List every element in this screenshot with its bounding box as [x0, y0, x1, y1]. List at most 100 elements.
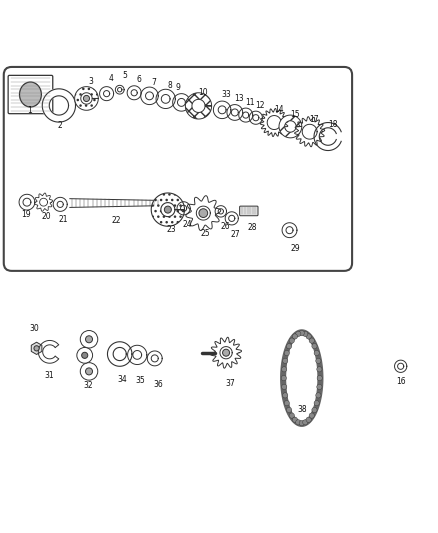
Text: 29: 29: [290, 244, 299, 253]
Circle shape: [298, 330, 304, 336]
Polygon shape: [147, 351, 162, 366]
Text: 34: 34: [117, 375, 127, 384]
Polygon shape: [141, 87, 158, 104]
Text: 15: 15: [290, 110, 299, 119]
FancyBboxPatch shape: [239, 206, 258, 216]
Polygon shape: [213, 101, 230, 118]
Circle shape: [292, 417, 297, 422]
Text: 27: 27: [230, 230, 240, 239]
Circle shape: [305, 417, 311, 422]
Text: 28: 28: [247, 223, 257, 232]
Circle shape: [83, 95, 89, 101]
Text: 30: 30: [29, 324, 39, 333]
Circle shape: [281, 375, 286, 381]
Polygon shape: [172, 94, 190, 111]
Polygon shape: [39, 198, 47, 206]
Polygon shape: [238, 108, 252, 122]
Circle shape: [81, 352, 88, 358]
FancyBboxPatch shape: [8, 75, 53, 114]
Circle shape: [298, 421, 304, 426]
Circle shape: [34, 346, 39, 351]
Circle shape: [286, 407, 291, 413]
Text: 11: 11: [245, 98, 254, 107]
Text: 9: 9: [175, 84, 180, 92]
Polygon shape: [215, 206, 226, 217]
Text: 7: 7: [151, 78, 156, 87]
Text: 33: 33: [221, 91, 230, 100]
Polygon shape: [107, 342, 132, 366]
Circle shape: [295, 419, 300, 425]
Polygon shape: [127, 345, 147, 365]
Circle shape: [164, 206, 171, 213]
Circle shape: [315, 393, 320, 398]
Circle shape: [316, 375, 321, 381]
Circle shape: [313, 350, 318, 356]
Text: 31: 31: [44, 372, 53, 381]
Text: 12: 12: [255, 101, 265, 109]
Polygon shape: [177, 201, 190, 215]
Polygon shape: [225, 212, 238, 225]
Polygon shape: [53, 197, 67, 212]
Circle shape: [282, 358, 287, 364]
Text: 18: 18: [328, 120, 337, 129]
Circle shape: [316, 367, 321, 372]
Circle shape: [308, 413, 314, 418]
Polygon shape: [249, 111, 262, 124]
Text: 4: 4: [109, 74, 113, 83]
Polygon shape: [313, 123, 340, 150]
Text: 21: 21: [58, 215, 68, 224]
Polygon shape: [226, 104, 242, 120]
Text: 1: 1: [27, 106, 32, 115]
Text: 25: 25: [200, 229, 210, 238]
Circle shape: [80, 330, 98, 348]
Polygon shape: [282, 223, 296, 238]
Text: 8: 8: [167, 81, 172, 90]
Circle shape: [77, 348, 92, 363]
Text: 32: 32: [83, 382, 93, 391]
Polygon shape: [286, 336, 316, 420]
Text: 6: 6: [136, 75, 141, 84]
Circle shape: [302, 419, 307, 425]
Circle shape: [281, 384, 286, 390]
Polygon shape: [19, 195, 35, 210]
Text: 20: 20: [42, 212, 51, 221]
Text: 35: 35: [135, 376, 145, 385]
Polygon shape: [115, 85, 124, 94]
Circle shape: [85, 336, 92, 343]
Circle shape: [302, 331, 307, 336]
Polygon shape: [74, 87, 98, 110]
Text: 37: 37: [225, 379, 235, 388]
Circle shape: [282, 393, 287, 398]
Circle shape: [286, 344, 291, 349]
Polygon shape: [127, 86, 141, 100]
Circle shape: [289, 413, 294, 418]
Polygon shape: [42, 89, 75, 122]
Circle shape: [311, 407, 316, 413]
Text: 19: 19: [21, 211, 30, 220]
Circle shape: [283, 350, 289, 356]
Polygon shape: [267, 116, 281, 130]
Text: 10: 10: [198, 88, 208, 97]
Text: 14: 14: [273, 106, 283, 115]
Circle shape: [316, 384, 321, 390]
Circle shape: [305, 334, 311, 339]
Polygon shape: [394, 360, 406, 373]
Text: 38: 38: [297, 405, 307, 414]
Text: 26: 26: [220, 222, 230, 231]
Polygon shape: [219, 346, 232, 359]
Circle shape: [308, 338, 314, 343]
Text: 24: 24: [182, 221, 192, 229]
Circle shape: [283, 400, 289, 406]
Text: 23: 23: [166, 225, 176, 234]
Text: 16: 16: [396, 377, 405, 386]
Circle shape: [313, 400, 318, 406]
Text: 13: 13: [234, 94, 244, 103]
Polygon shape: [151, 193, 184, 226]
Text: 3: 3: [88, 77, 92, 86]
Polygon shape: [99, 87, 113, 101]
Polygon shape: [280, 330, 322, 426]
Text: 22: 22: [112, 216, 121, 225]
Polygon shape: [185, 93, 211, 119]
Circle shape: [311, 344, 316, 349]
Text: 2: 2: [57, 120, 62, 130]
